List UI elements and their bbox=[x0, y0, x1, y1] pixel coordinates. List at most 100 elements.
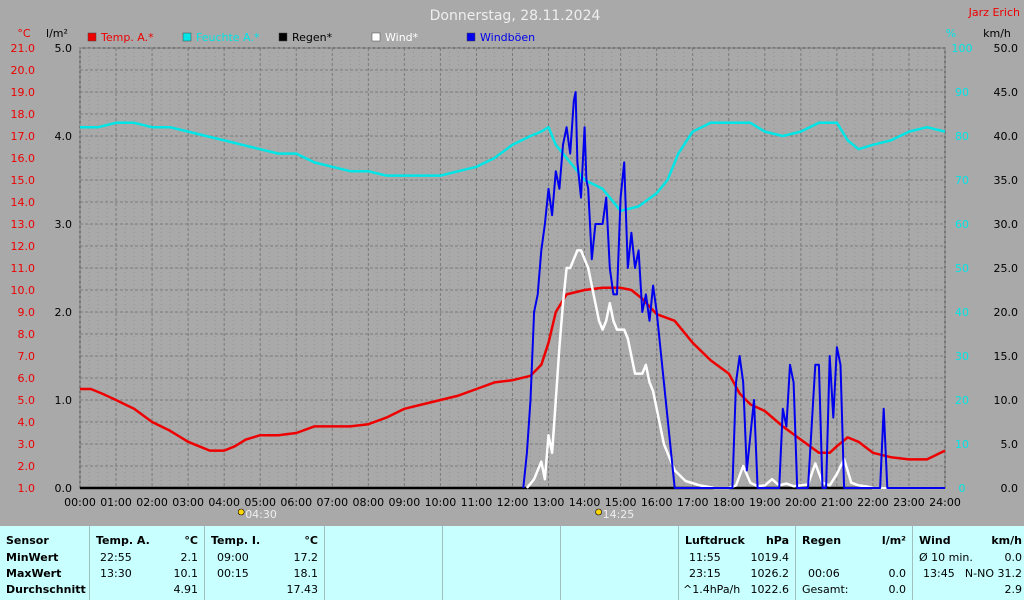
x-tick-label: 22:00 bbox=[857, 496, 889, 509]
stats-empty-2 bbox=[443, 526, 561, 600]
wind-tick-label: 30.0 bbox=[994, 218, 1019, 231]
legend-swatch bbox=[87, 32, 97, 42]
hum-tick-label: 0 bbox=[959, 482, 966, 495]
temp-tick-label: 8.0 bbox=[18, 328, 36, 341]
temp-tick-label: 6.0 bbox=[18, 372, 36, 385]
rain-max-time: 00:06 bbox=[808, 567, 840, 580]
legend-label: Wind* bbox=[385, 31, 419, 44]
temp-tick-label: 18.0 bbox=[11, 108, 36, 121]
axes: °C l/m²% km/h 1.0 2.0 3.0 4.0 5.0 6.0 7.0 8.0 9.0 10… bbox=[11, 27, 1019, 521]
x-tick-label: 08:00 bbox=[352, 496, 384, 509]
x-tick-label: 13:00 bbox=[533, 496, 565, 509]
station-name: Jarz Erich bbox=[968, 6, 1020, 19]
legend-label: Windböen bbox=[480, 31, 535, 44]
stats-temp-a-column: Temp. A. °C 22:55 2.1 13:30 10.1 4.91 bbox=[90, 526, 205, 600]
pressure-header: Luftdruck bbox=[685, 534, 745, 547]
temp-a-min-value: 2.1 bbox=[180, 551, 199, 564]
x-tick-label: 15:00 bbox=[605, 496, 637, 509]
wind-max-time: 13:45 bbox=[923, 567, 955, 580]
wind-axis-unit: km/h bbox=[983, 27, 1011, 40]
temp-tick-label: 10.0 bbox=[11, 284, 36, 297]
stats-bar: Sensor MinWert MaxWert Durchschnitt Temp… bbox=[0, 526, 1024, 600]
hum-tick-label: 20 bbox=[955, 394, 969, 407]
legend-swatch bbox=[371, 32, 381, 42]
legend: Temp. A.* Feuchte A.* Regen* Wind* Windböen bbox=[87, 31, 535, 44]
rain-max-value: 0.0 bbox=[888, 567, 907, 580]
temp-a-avg: 4.91 bbox=[173, 583, 199, 596]
x-tick-label: 14:00 bbox=[569, 496, 601, 509]
rain-axis-unit: l/m² bbox=[46, 27, 68, 40]
grid bbox=[79, 47, 946, 489]
wind-unit: km/h bbox=[991, 534, 1022, 547]
hum-tick-label: 70 bbox=[955, 174, 969, 187]
wind-avg: 2.9 bbox=[1004, 583, 1023, 596]
x-tick-label: 02:00 bbox=[136, 496, 168, 509]
wind-tick-label: 5.0 bbox=[1001, 438, 1019, 451]
wind-tick-label: 0.0 bbox=[1001, 482, 1019, 495]
x-tick-label: 00:00 bbox=[64, 496, 96, 509]
wind-tick-label: 25.0 bbox=[994, 262, 1019, 275]
temp-tick-label: 11.0 bbox=[11, 262, 36, 275]
rain-tick-label: 1.0 bbox=[55, 394, 73, 407]
wind-avg10: 0.0 bbox=[1004, 551, 1023, 564]
x-tick-label: 17:00 bbox=[677, 496, 709, 509]
hum-tick-label: 80 bbox=[955, 130, 969, 143]
rain-tick-label: 0.0 bbox=[55, 482, 73, 495]
temp-tick-label: 16.0 bbox=[11, 152, 36, 165]
temp-i-min-time: 09:00 bbox=[217, 551, 249, 564]
legend-label: Temp. A.* bbox=[100, 31, 154, 44]
temp-tick-label: 14.0 bbox=[11, 196, 36, 209]
x-tick-label: 03:00 bbox=[172, 496, 204, 509]
series-wind bbox=[525, 249, 945, 490]
hum-tick-label: 60 bbox=[955, 218, 969, 231]
temp-i-max-value: 18.1 bbox=[293, 567, 319, 580]
rain-total-label: Gesamt: bbox=[802, 583, 849, 596]
pressure-trend: ^1.4hPa/h bbox=[683, 583, 741, 596]
temp-tick-label: 15.0 bbox=[11, 174, 36, 187]
series-windböen bbox=[522, 91, 945, 489]
temp-tick-label: 9.0 bbox=[18, 306, 36, 319]
temp-tick-label: 1.0 bbox=[18, 482, 36, 495]
sunset-time: 14:25 bbox=[603, 508, 635, 521]
rain-tick-label: 2.0 bbox=[55, 306, 73, 319]
legend-label: Regen* bbox=[292, 31, 333, 44]
temp-tick-label: 7.0 bbox=[18, 350, 36, 363]
x-tick-label: 21:00 bbox=[821, 496, 853, 509]
x-tick-label: 16:00 bbox=[641, 496, 673, 509]
temp-tick-label: 19.0 bbox=[11, 86, 36, 99]
sunrise-icon bbox=[237, 508, 245, 516]
temp-a-max-time: 13:30 bbox=[100, 567, 132, 580]
stats-temp-i-column: Temp. I. °C 09:00 17.2 00:15 18.1 17.43 bbox=[205, 526, 325, 600]
pressure-min-value: 1019.4 bbox=[750, 551, 790, 564]
pressure-unit: hPa bbox=[765, 534, 789, 547]
temp-i-unit: °C bbox=[304, 534, 318, 547]
x-tick-label: 09:00 bbox=[389, 496, 421, 509]
temp-tick-label: 17.0 bbox=[11, 130, 36, 143]
x-tick-label: 20:00 bbox=[785, 496, 817, 509]
pressure-max-time: 23:15 bbox=[689, 567, 721, 580]
legend-swatch bbox=[466, 32, 476, 42]
chart-title: Donnerstag, 28.11.2024 bbox=[430, 8, 601, 24]
temp-i-avg: 17.43 bbox=[286, 583, 319, 596]
wind-tick-label: 10.0 bbox=[994, 394, 1019, 407]
temp-a-min-time: 22:55 bbox=[100, 551, 132, 564]
wind-tick-label: 20.0 bbox=[994, 306, 1019, 319]
x-tick-label: 04:00 bbox=[208, 496, 240, 509]
legend-swatch bbox=[278, 32, 288, 42]
pressure-avg: 1022.6 bbox=[750, 583, 790, 596]
x-tick-label: 24:00 bbox=[929, 496, 961, 509]
wind-tick-label: 15.0 bbox=[994, 350, 1019, 363]
legend-swatch bbox=[182, 32, 192, 42]
wind-tick-label: 45.0 bbox=[994, 86, 1019, 99]
x-tick-label: 10:00 bbox=[425, 496, 457, 509]
temp-tick-label: 4.0 bbox=[18, 416, 36, 429]
pressure-min-time: 11:55 bbox=[689, 551, 721, 564]
rain-header: Regen bbox=[802, 534, 842, 547]
legend-label: Feuchte A.* bbox=[196, 31, 260, 44]
min-label: MinWert bbox=[6, 551, 59, 564]
sensor-header: Sensor bbox=[6, 534, 49, 547]
x-tick-label: 23:00 bbox=[893, 496, 925, 509]
rain-tick-label: 4.0 bbox=[55, 130, 73, 143]
stats-empty-3 bbox=[561, 526, 679, 600]
